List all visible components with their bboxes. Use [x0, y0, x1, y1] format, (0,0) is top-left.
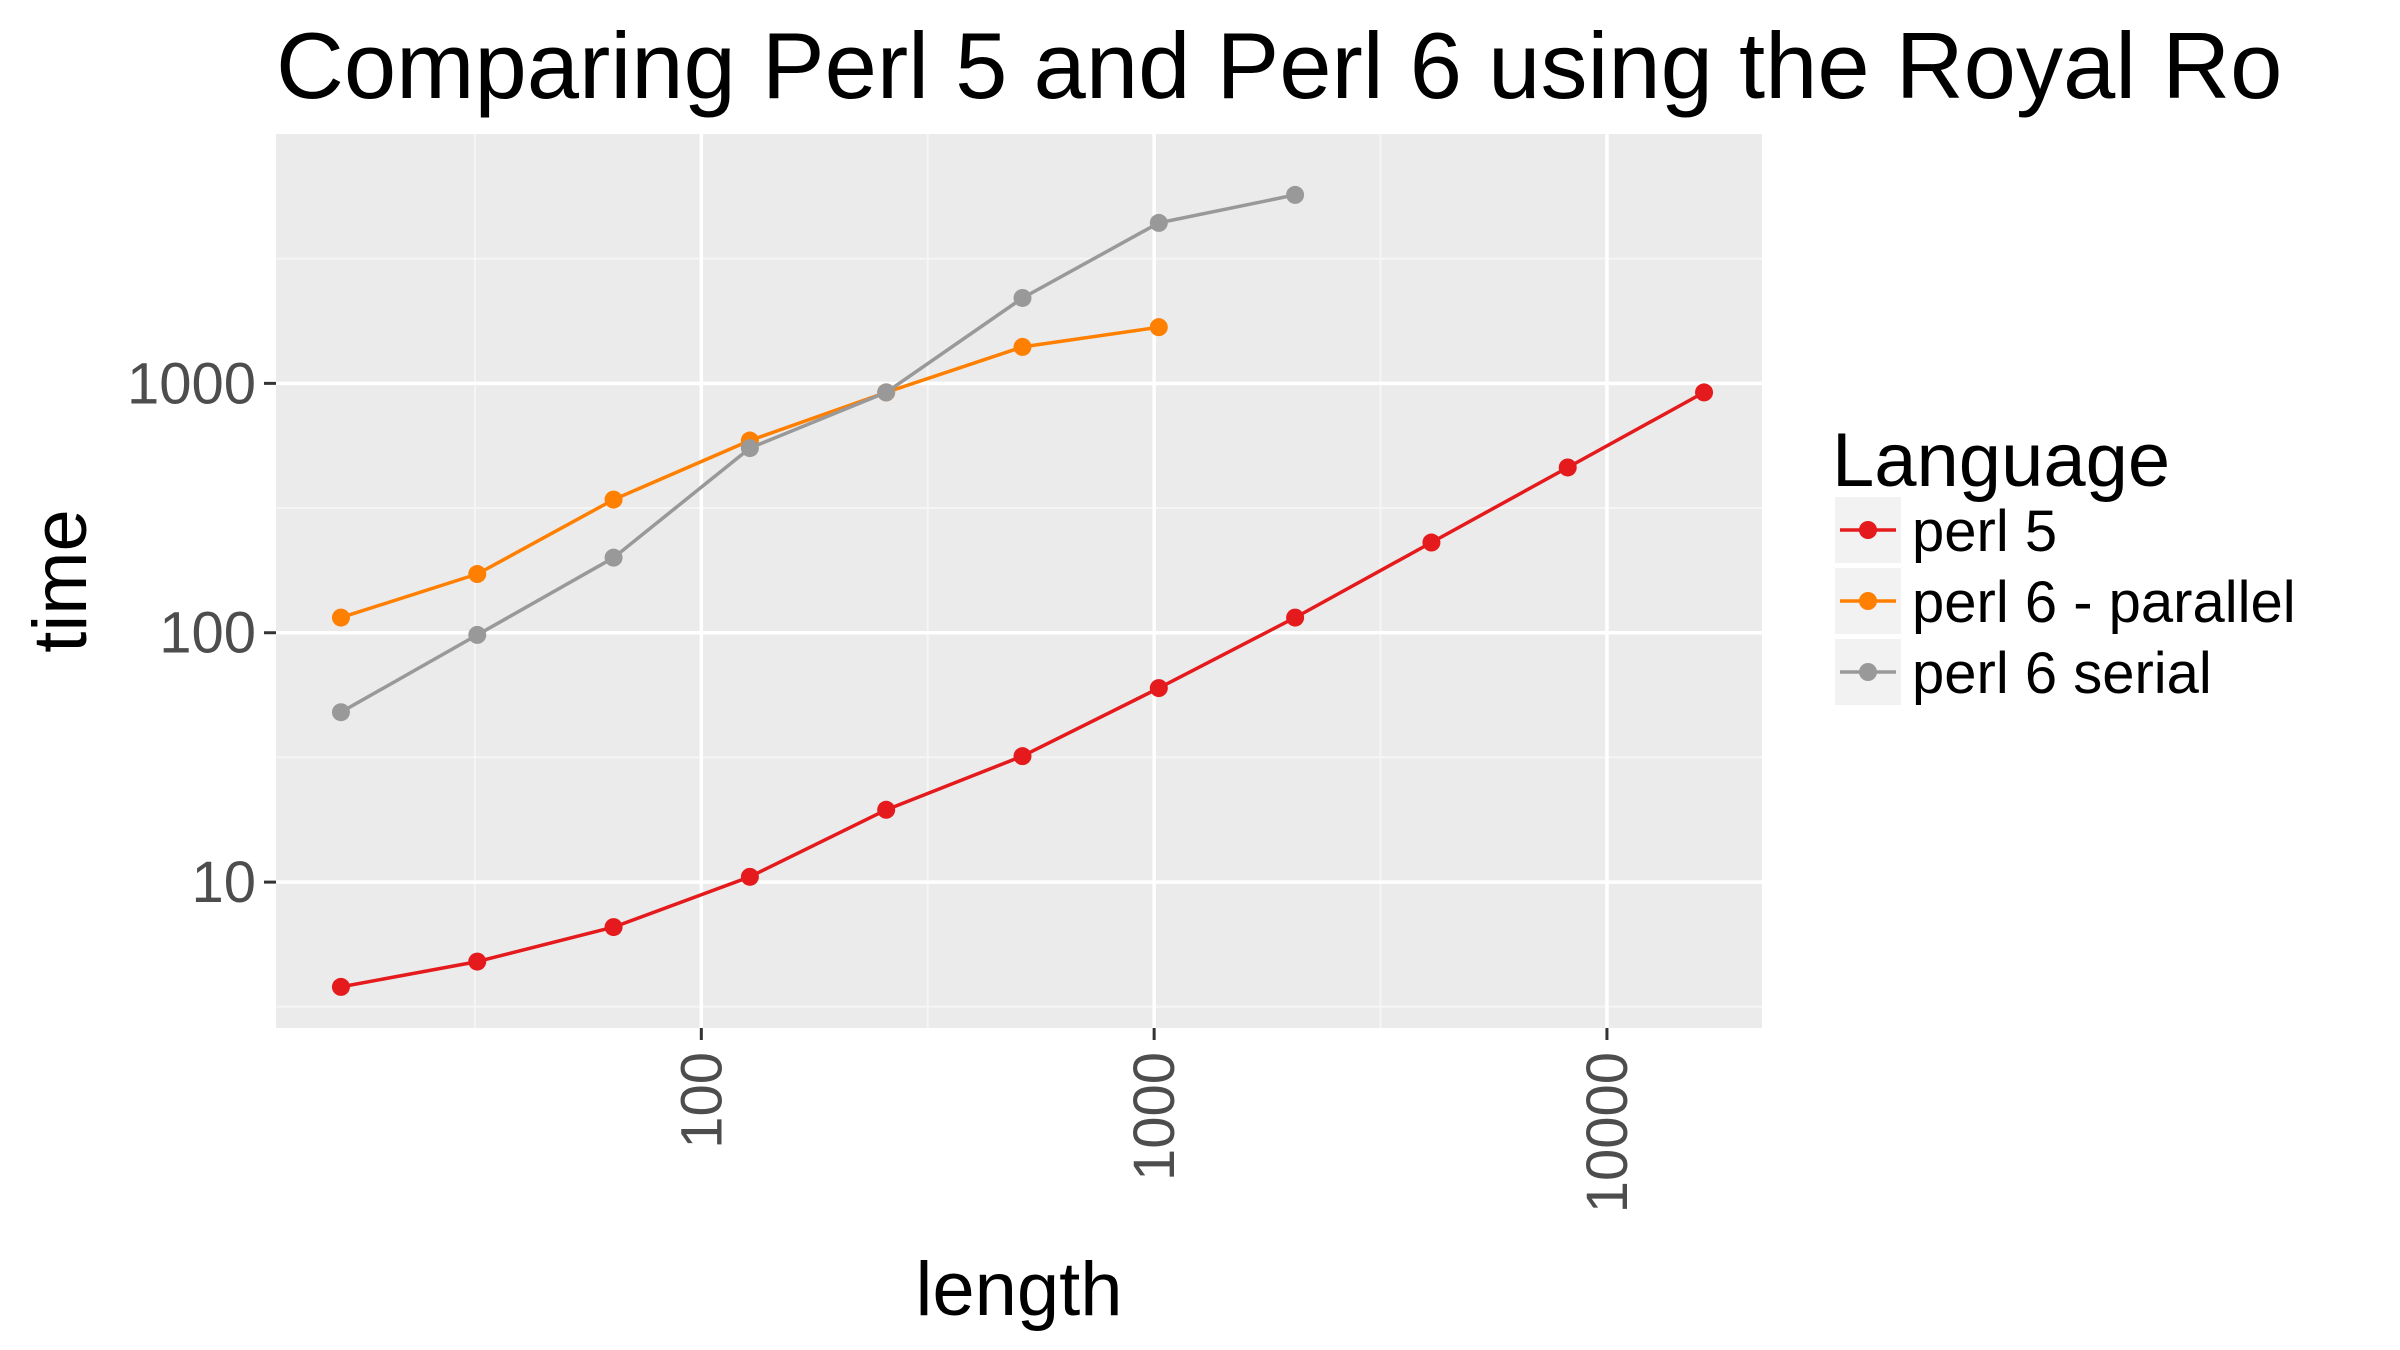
legend-label: perl 5 — [1912, 499, 2057, 564]
legend-title: Language — [1832, 418, 2170, 503]
data-point — [1149, 679, 1168, 698]
axis-ticks — [264, 381, 1609, 1040]
data-point — [468, 625, 487, 644]
data-point — [604, 490, 623, 509]
series-line — [340, 193, 1296, 714]
y-tick-label: 1000 — [127, 351, 256, 416]
data-point — [877, 383, 896, 402]
data-point — [1013, 747, 1032, 766]
x-tick-label: 1000 — [1122, 1052, 1187, 1181]
x-tick-label: 10000 — [1575, 1052, 1640, 1213]
data-point — [1558, 458, 1577, 477]
y-tick-labels: 10 100 1000 — [127, 351, 256, 915]
y-tick-label: 100 — [159, 601, 256, 666]
data-point — [604, 548, 623, 567]
legend-key-point — [1859, 663, 1877, 681]
series-layer — [331, 185, 1714, 996]
legend-key-point — [1859, 521, 1877, 539]
y-tick-label: 10 — [191, 850, 256, 915]
legend-label: perl 6 serial — [1912, 641, 2212, 706]
data-point — [604, 918, 623, 937]
legend-key-point — [1859, 592, 1877, 610]
data-point — [1695, 383, 1714, 402]
data-point — [331, 977, 350, 996]
x-tick-labels: 100 1000 10000 — [669, 1052, 1640, 1213]
data-point — [331, 608, 350, 627]
data-point — [1149, 213, 1168, 232]
plot-panel — [276, 134, 1762, 1028]
data-point — [468, 952, 487, 971]
x-tick-label: 100 — [669, 1052, 734, 1149]
x-axis-title: length — [915, 1247, 1122, 1332]
data-point — [331, 703, 350, 722]
data-point — [740, 439, 759, 458]
data-point — [877, 800, 896, 819]
data-point — [1013, 337, 1032, 356]
data-point — [1149, 318, 1168, 337]
data-point — [468, 565, 487, 584]
y-axis-title: time — [18, 509, 103, 653]
data-point — [1013, 288, 1032, 307]
data-point — [740, 867, 759, 886]
data-point — [1286, 185, 1305, 204]
legend-label: perl 6 - parallel — [1912, 570, 2296, 635]
major-gridlines — [276, 134, 1762, 1028]
chart-title: Comparing Perl 5 and Perl 6 using the Ro… — [276, 13, 2282, 118]
data-point — [1286, 608, 1305, 627]
data-point — [1422, 533, 1441, 552]
